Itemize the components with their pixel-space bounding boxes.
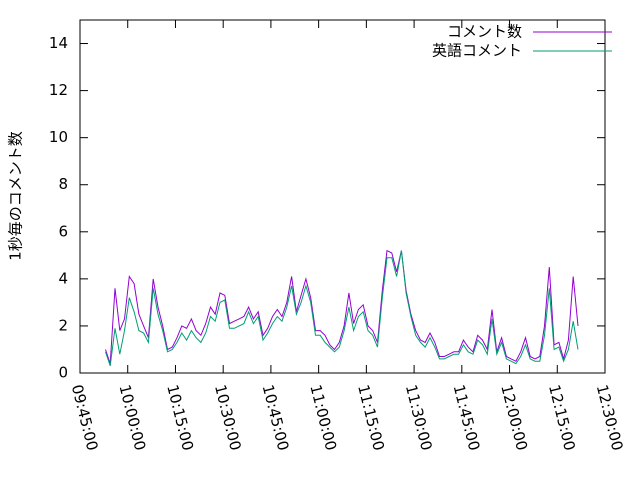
- y-tick-label: 8: [58, 175, 68, 193]
- x-tick-label: 10:00:00: [115, 383, 149, 453]
- x-tick-label: 09:45:00: [68, 383, 102, 453]
- x-tick-label: 10:30:00: [211, 383, 245, 453]
- y-tick-label: 2: [58, 316, 68, 334]
- y-axis-label: 1秒毎のコメント数: [7, 131, 25, 261]
- y-tick-label: 0: [58, 364, 68, 382]
- x-tick-label: 11:15:00: [354, 383, 388, 453]
- series-line: [105, 250, 579, 367]
- legend-label: 英語コメント: [432, 42, 522, 60]
- y-tick-label: 14: [49, 34, 68, 52]
- series-line: [105, 249, 579, 364]
- x-tick-label: 11:00:00: [306, 383, 340, 453]
- legend-label: コメント数: [447, 23, 522, 41]
- y-tick-label: 4: [58, 269, 68, 287]
- x-tick-label: 10:15:00: [163, 383, 197, 453]
- y-tick-label: 10: [49, 128, 68, 146]
- x-tick-label: 12:30:00: [593, 383, 627, 453]
- x-tick-label: 10:45:00: [259, 383, 293, 453]
- x-tick-label: 12:15:00: [545, 383, 579, 453]
- y-tick-label: 6: [58, 222, 68, 240]
- plot-frame: [79, 19, 606, 374]
- x-tick-label: 11:30:00: [402, 383, 436, 453]
- y-tick-label: 12: [49, 81, 68, 99]
- x-tick-label: 11:45:00: [450, 383, 484, 453]
- x-tick-label: 12:00:00: [497, 383, 531, 453]
